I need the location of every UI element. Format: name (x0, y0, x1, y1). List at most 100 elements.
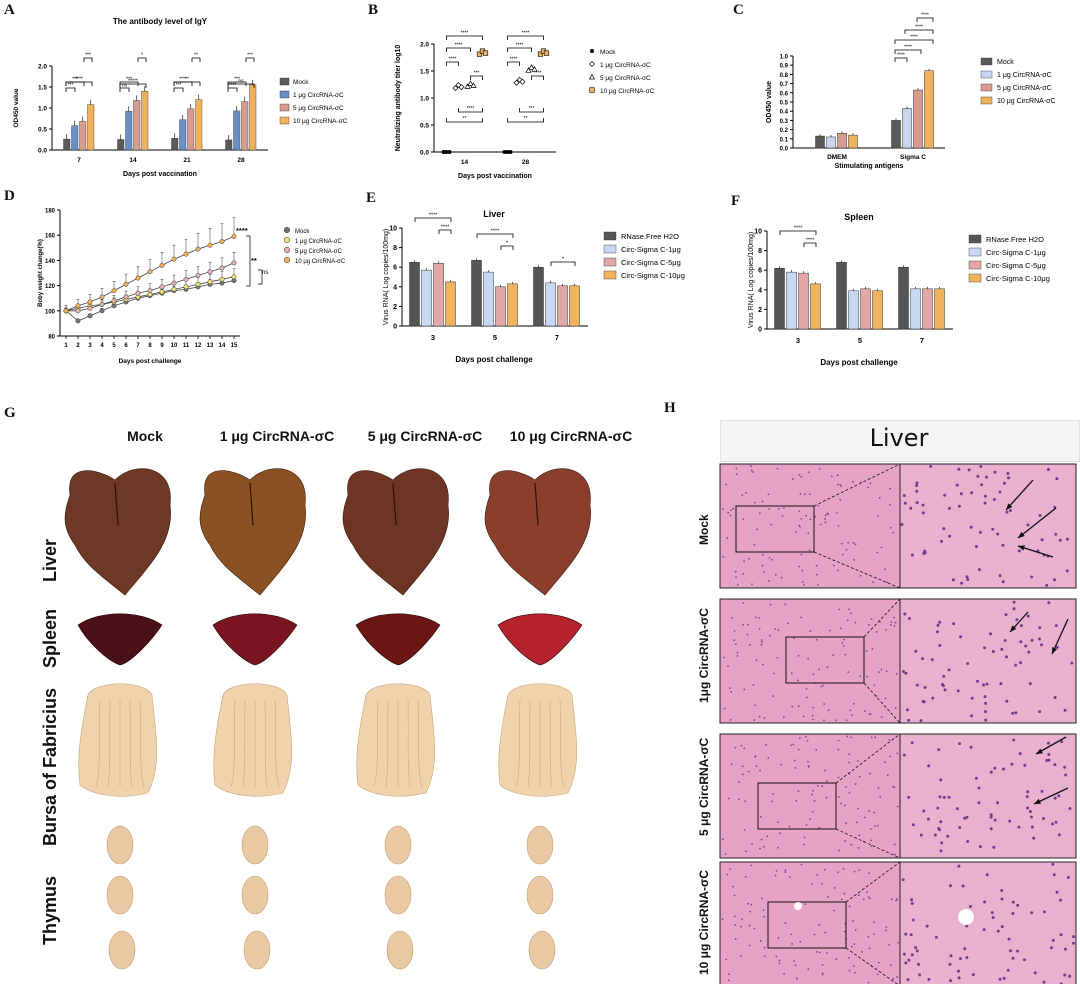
nucleus (777, 846, 779, 849)
nucleus (884, 568, 887, 571)
nucleus (756, 528, 759, 531)
nucleus (840, 898, 843, 901)
nucleus (774, 874, 777, 877)
nucleus (849, 709, 852, 712)
nucleus (753, 501, 756, 504)
nucleus (835, 719, 838, 722)
histology-overview (719, 598, 901, 724)
chart-e-liver-virus: 0 2 4 6 8 10 Liver Virus RNA( Log copies/100mg)… (383, 209, 685, 364)
nucleus (884, 761, 886, 764)
nucleus (736, 654, 739, 657)
sig-b4-line (531, 75, 544, 80)
data-point (123, 281, 129, 287)
sig-e4-label: * (506, 241, 509, 247)
x-tick-label: 5 (112, 343, 116, 349)
nucleus (857, 760, 859, 762)
sig-a4-label: *** (85, 53, 91, 59)
nucleus (869, 828, 872, 830)
zoom-line (835, 733, 901, 784)
nucleus (854, 543, 857, 546)
nucleus (896, 752, 899, 755)
nucleus (809, 630, 812, 633)
histology-overview (719, 463, 901, 589)
bar (141, 90, 149, 151)
sig-d2-line (246, 235, 251, 287)
y-tick-label: 0.5 (780, 101, 789, 107)
nucleus (772, 672, 775, 675)
nucleus (889, 964, 892, 967)
legend-label: Circ-Sigma C-10μg (986, 274, 1050, 283)
nucleus (782, 716, 785, 719)
nucleus (947, 795, 951, 799)
sig-a3-line (173, 87, 184, 92)
nucleus (803, 493, 806, 496)
legend-label: RNase.Free H2O (986, 235, 1044, 244)
nucleus (1046, 467, 1050, 471)
nucleus (1053, 696, 1057, 700)
nucleus (958, 957, 962, 961)
data-point (543, 50, 550, 56)
nucleus (886, 581, 889, 584)
bar (557, 285, 568, 327)
nucleus (931, 696, 935, 700)
nucleus (821, 964, 824, 966)
nucleus (1011, 900, 1015, 904)
nucleus (797, 654, 800, 657)
nucleus (991, 527, 995, 531)
nucleus (845, 822, 847, 824)
nucleus (1051, 938, 1055, 942)
nucleus (835, 958, 838, 960)
nucleus (1053, 796, 1057, 800)
nucleus (818, 924, 821, 926)
nucleus (889, 504, 892, 506)
nucleus (817, 504, 820, 507)
nucleus (754, 755, 756, 758)
nucleus (907, 617, 911, 621)
y-tick-label: 2 (393, 304, 397, 311)
nucleus (853, 943, 856, 945)
arrow-head (1034, 798, 1041, 804)
nucleus (742, 602, 745, 604)
nucleus (818, 826, 821, 829)
nucleus (727, 665, 729, 667)
bar (171, 138, 179, 151)
x-axis-label: Days post challenge (455, 355, 533, 364)
nucleus (978, 845, 982, 849)
bar (533, 266, 544, 327)
nucleus (774, 574, 777, 576)
nucleus (927, 764, 931, 768)
sig-e1-line (414, 217, 452, 222)
nucleus (1019, 640, 1023, 644)
nucleus (873, 933, 875, 935)
y-tick-label: 10 (389, 226, 397, 233)
x-tick-label: 8 (148, 343, 152, 349)
sig-f1-line (779, 230, 817, 235)
nucleus (835, 512, 838, 514)
nucleus (724, 853, 727, 856)
nucleus (873, 811, 876, 814)
x-axis-label: Days post challenge (820, 358, 898, 367)
nucleus (1017, 549, 1021, 553)
nucleus (910, 901, 914, 905)
panel-label-f: F (731, 193, 741, 209)
nucleus (833, 886, 836, 889)
nucleus (778, 959, 781, 962)
sig-c2-line (904, 29, 934, 34)
nucleus (725, 958, 728, 961)
nucleus (880, 546, 883, 549)
g-col-1ug: 1 μg CircRNA-σC (219, 428, 335, 444)
bar (233, 110, 241, 151)
x-axis-label: Days post challenge (119, 358, 182, 365)
sig-a3-label: *** (176, 83, 182, 89)
nucleus (811, 810, 814, 813)
y-tick-label: 0 (758, 327, 762, 334)
data-point (183, 251, 189, 257)
nucleus (867, 936, 870, 938)
nucleus (837, 524, 840, 527)
nucleus (902, 669, 906, 673)
x-tick-label: DMEM (827, 154, 847, 161)
nucleus (758, 616, 760, 619)
x-tick-label: 3 (88, 343, 92, 349)
nucleus (836, 474, 839, 477)
nucleus (727, 797, 730, 800)
